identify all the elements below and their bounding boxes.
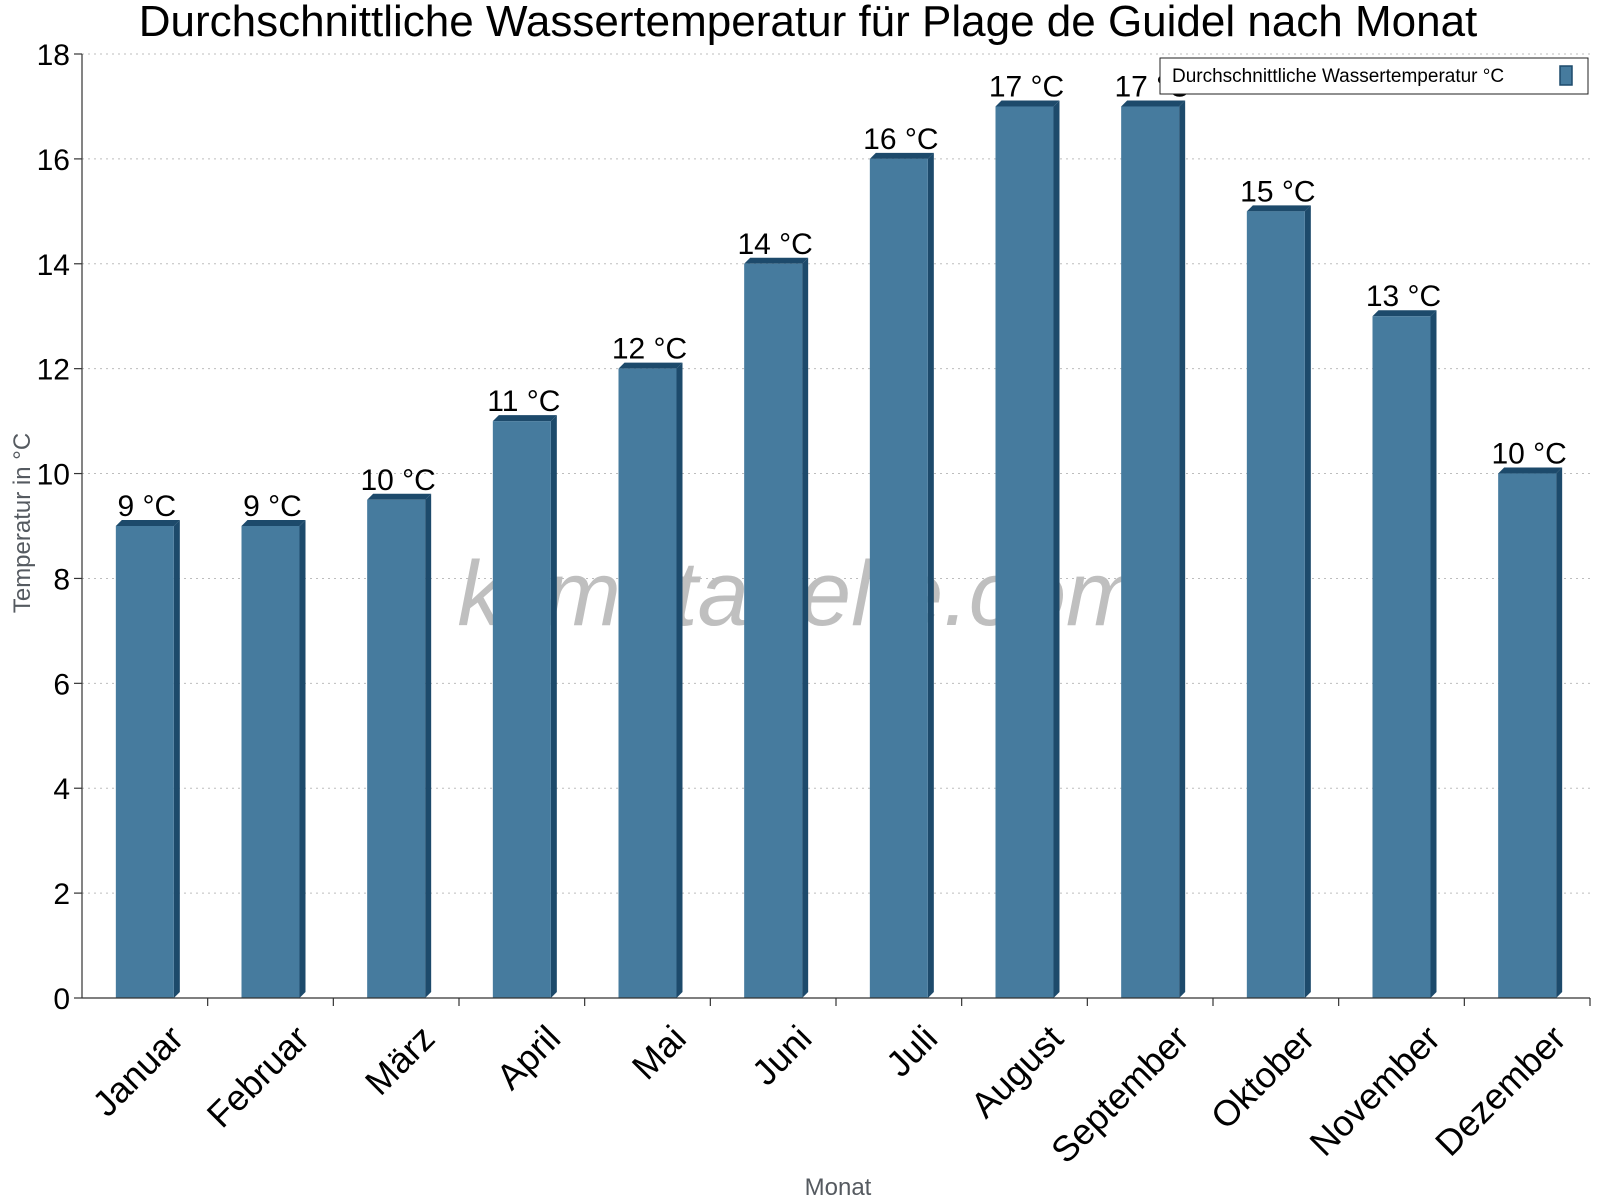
bar <box>241 526 300 998</box>
bar-value-label: 17 °C <box>989 70 1064 103</box>
y-tick-label: 14 <box>37 249 70 282</box>
x-tick-label: Juli <box>878 1017 945 1084</box>
bar <box>1372 316 1431 998</box>
legend-swatch <box>1559 65 1573 86</box>
bar-top <box>1121 100 1186 107</box>
y-tick-label: 2 <box>53 878 70 911</box>
bar-top <box>1372 310 1437 317</box>
y-tick-label: 0 <box>53 983 70 1016</box>
y-tick-label: 10 <box>37 459 70 492</box>
bar-value-label: 13 °C <box>1366 280 1441 313</box>
y-axis-label: Temperatur in °C <box>9 433 36 613</box>
x-tick-label: Februar <box>199 1017 317 1135</box>
bar-side <box>802 257 809 998</box>
bars <box>115 100 1563 999</box>
x-tick-label: September <box>1043 1017 1197 1171</box>
y-tick-label: 16 <box>37 144 70 177</box>
x-tick-label: Juni <box>744 1017 820 1093</box>
bar <box>618 368 677 999</box>
bar-value-label: 15 °C <box>1240 175 1315 208</box>
bar-top <box>618 362 683 369</box>
bar-side <box>1304 205 1311 999</box>
chart-title: Durchschnittliche Wassertemperatur für P… <box>139 0 1478 46</box>
y-tick-label: 18 <box>37 39 70 72</box>
bar-side <box>425 493 432 998</box>
bar <box>744 263 803 998</box>
data-labels: 9 °C 9 °C10 °C11 °C12 °C14 °C16 °C17 °C 17… <box>117 70 1566 523</box>
y-tick-label: 6 <box>53 668 70 701</box>
bar-side <box>1430 310 1437 998</box>
x-tick-label: Mai <box>624 1017 694 1087</box>
x-tick-label: April <box>488 1017 568 1097</box>
bar-side <box>927 152 934 998</box>
y-tick-label: 12 <box>37 354 70 387</box>
bar-side <box>550 415 557 999</box>
bar-top <box>115 520 180 526</box>
bar <box>995 106 1054 998</box>
bar <box>1246 211 1305 999</box>
bar-top <box>492 415 557 422</box>
x-tick-label: März <box>357 1017 443 1103</box>
grid-lines <box>82 53 1590 894</box>
bar-top <box>367 493 432 500</box>
bar <box>869 158 928 998</box>
bar <box>492 421 551 999</box>
bar-top <box>869 152 934 159</box>
bar-top <box>995 100 1060 107</box>
x-tick-label: Januar <box>84 1017 191 1124</box>
x-tick-label: Dezember <box>1427 1017 1573 1163</box>
bar-value-label: 16 °C <box>863 123 938 156</box>
bar-value-label: 11 °C <box>487 385 560 418</box>
bar-value-label: 9 °C <box>117 490 176 523</box>
bar-side <box>299 520 306 998</box>
bar-value-label: 12 °C <box>612 333 687 366</box>
bar-top <box>744 257 809 264</box>
legend-box <box>1159 57 1589 95</box>
bar-value-label: 10 °C <box>1491 438 1566 471</box>
bar <box>367 499 426 998</box>
bar-side <box>1053 100 1060 998</box>
legend-entry-label: Durchschnittliche Wassertemperatur °C <box>1172 66 1504 87</box>
bar-top <box>1246 205 1311 212</box>
x-tick-label: Oktober <box>1203 1017 1323 1137</box>
legend: Durchschnittliche Wassertemperatur °C <box>1159 57 1589 95</box>
bar-top <box>1498 467 1563 474</box>
bar-value-label: 14 °C <box>737 228 812 261</box>
x-axis-label: Monat <box>805 1174 872 1200</box>
bar <box>1121 106 1180 998</box>
bar-side <box>676 362 683 999</box>
bar-side <box>1556 467 1563 998</box>
bar-value-label: 9 °C <box>243 490 302 523</box>
bar-side <box>1179 100 1186 998</box>
bar <box>115 526 174 998</box>
y-tick-label: 8 <box>53 563 70 596</box>
x-tick-label: November <box>1301 1017 1447 1163</box>
bar-value-label: 10 °C <box>360 464 435 497</box>
x-tick-label: August <box>963 1017 1071 1125</box>
y-tick-label: 4 <box>53 773 70 806</box>
bar <box>1498 473 1557 998</box>
bar-side <box>173 520 180 998</box>
bar-top <box>241 520 306 526</box>
